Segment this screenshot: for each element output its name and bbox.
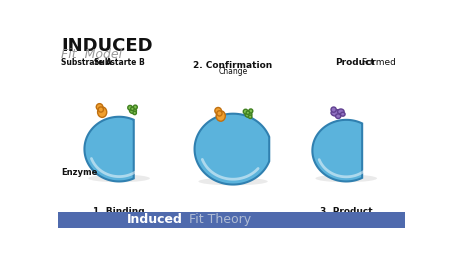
Ellipse shape: [336, 114, 341, 118]
Ellipse shape: [249, 109, 253, 113]
Ellipse shape: [337, 109, 344, 114]
Ellipse shape: [96, 104, 103, 110]
Ellipse shape: [216, 111, 226, 121]
Text: 3. Product: 3. Product: [320, 207, 373, 216]
Ellipse shape: [128, 105, 133, 110]
Text: Change: Change: [218, 67, 248, 76]
Polygon shape: [194, 114, 269, 185]
Text: 1. Binding: 1. Binding: [93, 207, 145, 216]
Ellipse shape: [243, 109, 248, 114]
Ellipse shape: [133, 111, 136, 115]
Text: 2. Confirmation: 2. Confirmation: [193, 60, 273, 69]
Ellipse shape: [133, 105, 137, 109]
Ellipse shape: [341, 112, 345, 116]
Ellipse shape: [246, 111, 249, 115]
Ellipse shape: [249, 115, 252, 118]
Text: Induced: Induced: [127, 213, 183, 226]
Ellipse shape: [331, 107, 336, 112]
Text: Formation: Formation: [327, 213, 366, 222]
Text: Enzyme: Enzyme: [61, 167, 98, 177]
Text: Formed: Formed: [359, 58, 396, 67]
Ellipse shape: [131, 107, 134, 111]
Text: to Active site: to Active site: [94, 213, 144, 222]
Ellipse shape: [215, 108, 221, 114]
Polygon shape: [84, 117, 134, 181]
Ellipse shape: [98, 107, 103, 112]
Ellipse shape: [129, 108, 136, 113]
Text: INDUCED: INDUCED: [61, 37, 153, 55]
Text: Substrate A: Substrate A: [61, 58, 112, 67]
Ellipse shape: [245, 111, 252, 117]
Text: Product: Product: [335, 58, 375, 67]
Ellipse shape: [198, 178, 268, 185]
Text: Fit Theory: Fit Theory: [184, 213, 251, 226]
Text: Fit  Model: Fit Model: [61, 48, 123, 61]
Ellipse shape: [217, 111, 222, 116]
Bar: [58, 212, 405, 228]
Ellipse shape: [97, 107, 107, 117]
Polygon shape: [313, 120, 362, 181]
Ellipse shape: [315, 174, 377, 182]
Text: Substarte B: Substarte B: [94, 58, 144, 67]
Ellipse shape: [88, 174, 150, 182]
Ellipse shape: [331, 110, 341, 116]
